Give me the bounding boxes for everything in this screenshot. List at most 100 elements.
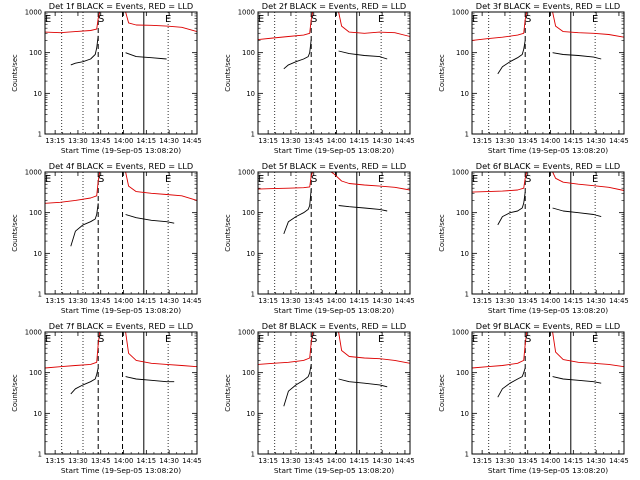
x-tick-label: 14:30	[372, 457, 392, 465]
y-tick-label: 100	[456, 369, 469, 377]
plot-frame	[44, 171, 198, 295]
series-events-line	[125, 52, 167, 60]
y-tick-label: 10	[33, 90, 42, 98]
x-tick-label: 14:45	[182, 457, 202, 465]
marker-label: E	[45, 174, 51, 185]
marker-label: E	[165, 14, 171, 25]
x-tick-label: 13:45	[91, 297, 111, 305]
series-events-line	[338, 378, 388, 388]
panel-title: Det 2f BLACK = Events, RED = LLD	[262, 1, 406, 11]
panel-title: Det 5f BLACK = Events, RED = LLD	[262, 161, 406, 171]
panel-title: Det 4f BLACK = Events, RED = LLD	[49, 161, 193, 171]
y-tick-label: 10	[33, 250, 42, 258]
x-tick-label: 13:15	[472, 137, 492, 145]
series-lld-line	[125, 11, 198, 33]
panel-title: Det 6f BLACK = Events, RED = LLD	[476, 161, 620, 171]
x-tick-label: 14:00	[327, 457, 347, 465]
x-tick-label: 14:30	[159, 457, 179, 465]
series-lld-line	[552, 171, 625, 191]
x-tick-label: 14:45	[609, 137, 629, 145]
marker-label: E	[472, 174, 478, 185]
marker-label: E	[165, 174, 171, 185]
y-tick-label: 10	[460, 90, 469, 98]
x-axis-label: Start Time (19-Sep-05 13:08:20)	[488, 306, 608, 315]
x-tick-label: 14:00	[541, 457, 561, 465]
x-tick-label: 13:45	[304, 457, 324, 465]
y-axis-label: Counts/sec	[224, 374, 232, 412]
x-tick-label: 14:15	[137, 297, 157, 305]
series-lld-line	[471, 11, 528, 41]
x-tick-label: 14:30	[586, 457, 606, 465]
y-tick-label: 1	[251, 131, 255, 139]
x-tick-label: 13:30	[281, 137, 301, 145]
marker-label: E	[472, 334, 478, 345]
panel-title: Det 1f BLACK = Events, RED = LLD	[49, 1, 193, 11]
x-tick-label: 14:45	[395, 137, 415, 145]
series-lld-line	[338, 11, 411, 37]
series-lld-line	[471, 171, 528, 193]
y-tick-label: 1	[251, 291, 255, 299]
series-lld-line	[338, 331, 411, 364]
x-axis-label: Start Time (19-Sep-05 13:08:20)	[488, 466, 608, 475]
marker-label: S	[311, 174, 317, 185]
x-tick-label: 14:00	[327, 137, 347, 145]
series-events-line	[338, 205, 388, 212]
x-axis-label: Start Time (19-Sep-05 13:08:20)	[274, 146, 394, 155]
plot-frame	[44, 11, 198, 135]
x-tick-label: 13:30	[495, 457, 515, 465]
marker-label: S	[311, 334, 317, 345]
y-axis-label: Counts/sec	[11, 374, 19, 412]
panel-det-2: Det 2f BLACK = Events, RED = LLD Counts/s…	[224, 1, 415, 155]
y-tick-label: 1	[38, 131, 42, 139]
marker-label: E	[258, 334, 264, 345]
y-axis-label: Counts/sec	[224, 54, 232, 92]
series-lld-line	[257, 11, 314, 41]
x-tick-label: 13:15	[45, 457, 65, 465]
marker-label: S	[98, 174, 104, 185]
marker-label: E	[592, 14, 598, 25]
y-tick-label: 10	[246, 250, 255, 258]
x-tick-label: 14:45	[395, 297, 415, 305]
y-tick-label: 1	[251, 451, 255, 459]
marker-label: E	[45, 14, 51, 25]
panel-det-9: Det 9f BLACK = Events, RED = LLD Counts/s…	[438, 321, 629, 475]
series-events-line	[552, 376, 602, 384]
x-tick-label: 13:15	[472, 297, 492, 305]
marker-label: S	[525, 14, 531, 25]
x-tick-label: 14:00	[541, 297, 561, 305]
series-events-line	[70, 367, 99, 395]
x-tick-label: 13:15	[45, 137, 65, 145]
panel-det-3: Det 3f BLACK = Events, RED = LLD Counts/s…	[438, 1, 629, 155]
y-tick-label: 100	[29, 49, 42, 57]
series-events-line	[283, 39, 312, 70]
y-tick-label: 1000	[452, 169, 469, 177]
x-tick-label: 14:15	[350, 137, 370, 145]
x-tick-label: 14:30	[586, 297, 606, 305]
x-tick-label: 14:30	[372, 137, 392, 145]
x-tick-label: 13:30	[495, 137, 515, 145]
x-tick-label: 13:15	[258, 297, 278, 305]
marker-label: E	[472, 14, 478, 25]
series-lld-line	[257, 171, 314, 190]
series-lld-line	[330, 171, 411, 191]
series-events-line	[497, 40, 526, 75]
y-tick-label: 1000	[25, 9, 42, 17]
x-tick-label: 13:30	[68, 297, 88, 305]
panel-det-7: Det 7f BLACK = Events, RED = LLD Counts/s…	[11, 321, 202, 475]
x-axis-label: Start Time (19-Sep-05 13:08:20)	[274, 466, 394, 475]
marker-label: S	[98, 14, 104, 25]
y-tick-label: 1000	[238, 169, 255, 177]
x-tick-label: 14:30	[586, 137, 606, 145]
series-lld-line	[552, 11, 625, 38]
series-lld-line	[471, 331, 528, 369]
x-tick-label: 13:30	[281, 297, 301, 305]
marker-label: E	[378, 334, 384, 345]
marker-label: S	[311, 14, 317, 25]
series-events-line	[70, 35, 99, 66]
y-tick-label: 10	[460, 410, 469, 418]
panel-title: Det 7f BLACK = Events, RED = LLD	[49, 321, 193, 331]
x-tick-label: 14:15	[137, 137, 157, 145]
marker-label: E	[592, 174, 598, 185]
plot-frame	[44, 331, 198, 455]
x-tick-label: 14:15	[564, 137, 584, 145]
